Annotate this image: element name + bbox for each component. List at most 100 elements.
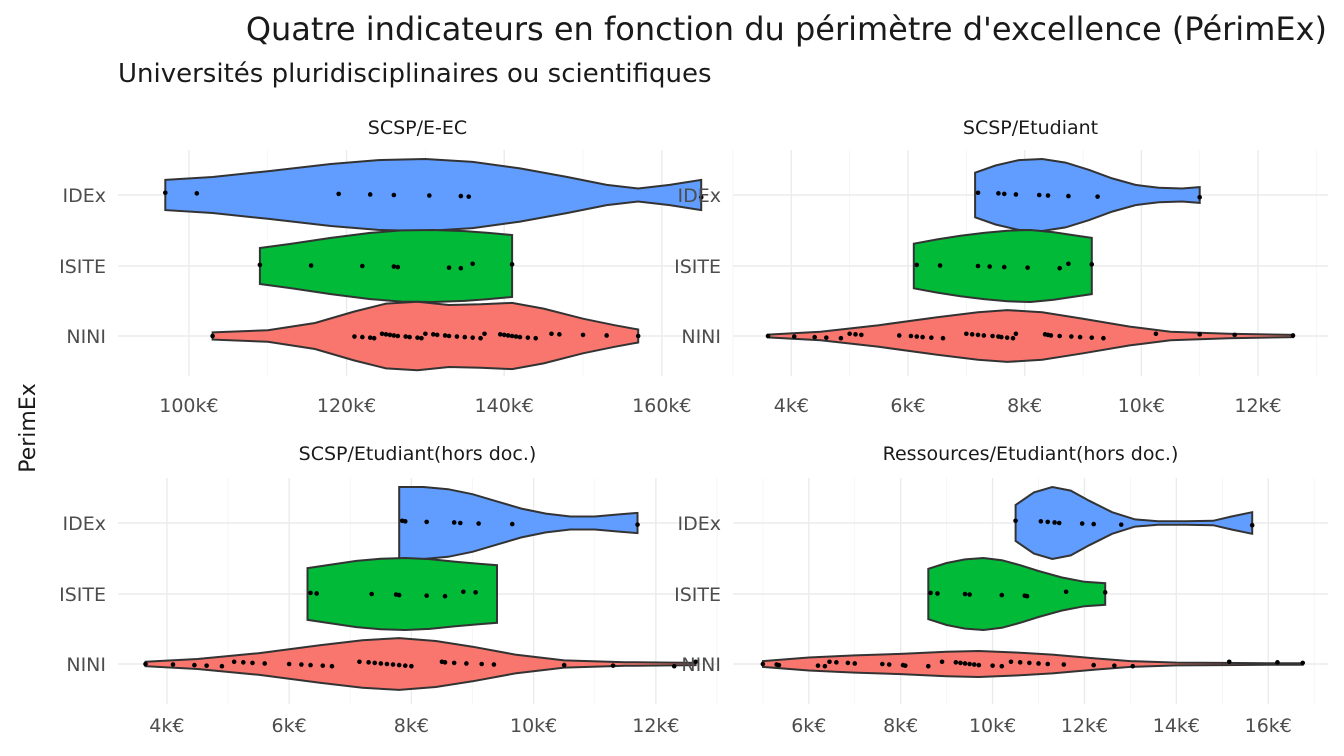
data-point-nini (402, 663, 408, 668)
data-point-nini (403, 334, 408, 339)
data-point-nini (776, 662, 782, 668)
data-point-isite (1001, 264, 1007, 270)
violin-idex (398, 486, 639, 560)
data-point-nini (999, 663, 1005, 669)
data-point-nini (446, 333, 452, 339)
violin-isite (258, 228, 514, 304)
x-tick-label: 6k€ (890, 395, 925, 417)
x-tick-label: 16k€ (1245, 715, 1292, 737)
data-point-nini (822, 663, 828, 669)
x-tick-label: 8k€ (883, 715, 918, 737)
chart-title: Quatre indicateurs en fonction du périmè… (246, 10, 1327, 48)
data-point-nini (384, 661, 390, 667)
y-tick-label: ISITE (674, 584, 721, 606)
data-point-nini (262, 661, 267, 666)
data-point-nini (999, 334, 1004, 340)
data-point-idex (1091, 521, 1096, 527)
x-tick-label: 14k€ (1153, 715, 1200, 737)
data-point-nini (914, 334, 920, 339)
y-tick-label: NINI (66, 326, 106, 348)
data-point-nini (549, 331, 554, 337)
x-tick-label: 10k€ (1118, 395, 1165, 417)
data-point-idex (466, 194, 472, 199)
data-point-idex (1052, 520, 1057, 525)
data-point-nini (908, 333, 914, 339)
data-point-idex (698, 194, 704, 200)
data-point-idex (996, 191, 1001, 196)
data-point-idex (1036, 192, 1042, 198)
y-axis-label: PerimEx (16, 383, 41, 473)
x-tick-label: 8k€ (394, 715, 429, 737)
data-point-idex (1038, 519, 1044, 524)
data-point-nini (478, 335, 483, 341)
data-point-idex (635, 522, 640, 527)
data-point-idex (975, 190, 981, 196)
data-point-isite (395, 264, 401, 270)
data-point-nini (192, 662, 197, 668)
data-point-nini (143, 661, 148, 667)
data-point-nini (1048, 333, 1054, 338)
data-point-isite (360, 263, 365, 269)
data-point-idex (1079, 521, 1085, 526)
data-point-nini (1226, 659, 1232, 665)
data-point-nini (501, 332, 507, 338)
data-point-nini (462, 334, 468, 340)
data-point-nini (378, 661, 384, 666)
data-point-nini (430, 332, 436, 337)
data-point-nini (1130, 663, 1136, 669)
data-point-nini (812, 334, 817, 340)
data-point-nini (366, 660, 371, 665)
data-point-isite (935, 591, 940, 596)
y-tick-label: IDEx (63, 185, 106, 207)
data-point-nini (827, 659, 832, 665)
data-point-idex (1118, 522, 1124, 527)
data-point-isite (928, 590, 933, 596)
x-tick-label: 140k€ (475, 395, 534, 417)
data-point-nini (824, 335, 829, 340)
data-point-nini (975, 332, 981, 338)
violin-idex (164, 157, 703, 233)
data-point-nini (765, 333, 771, 339)
data-point-nini (407, 334, 412, 340)
data-point-nini (967, 661, 972, 667)
x-tick-label: 12k€ (1234, 395, 1281, 417)
violin-nini (767, 309, 1294, 363)
data-point-idex (367, 192, 373, 197)
data-point-idex (457, 520, 463, 526)
data-point-idex (1045, 519, 1051, 525)
data-point-idex (391, 192, 397, 198)
data-point-nini (1027, 660, 1032, 666)
data-point-nini (953, 660, 959, 665)
data-point-nini (409, 663, 414, 669)
data-point-nini (896, 333, 902, 338)
data-point-nini (454, 334, 460, 339)
data-point-idex (427, 193, 432, 198)
data-point-idex (1197, 194, 1202, 200)
data-point-nini (451, 660, 457, 666)
data-point-isite (470, 261, 475, 267)
data-point-idex (458, 193, 464, 199)
data-point-isite (314, 591, 319, 596)
data-point-isite (999, 592, 1005, 598)
data-point-nini (231, 659, 237, 665)
data-point-isite (1066, 261, 1071, 267)
data-point-nini (1300, 660, 1306, 666)
data-point-idex (1066, 193, 1071, 199)
data-point-isite (1057, 265, 1062, 271)
data-point-nini (902, 663, 908, 668)
facet-title: Ressources/Etudiant(hors doc.) (883, 443, 1179, 465)
y-tick-label: NINI (66, 654, 106, 676)
data-point-nini (1232, 332, 1237, 338)
data-point-nini (434, 332, 440, 338)
data-point-nini (834, 660, 839, 665)
data-point-nini (610, 663, 616, 668)
data-point-idex (476, 521, 481, 526)
data-point-nini (1013, 331, 1019, 337)
data-point-nini (395, 333, 401, 339)
data-point-idex (424, 519, 429, 525)
data-point-nini (513, 334, 519, 339)
data-point-nini (470, 335, 475, 340)
x-tick-label: 4k€ (149, 715, 184, 737)
data-point-nini (693, 659, 698, 665)
y-tick-label: ISITE (59, 584, 106, 606)
